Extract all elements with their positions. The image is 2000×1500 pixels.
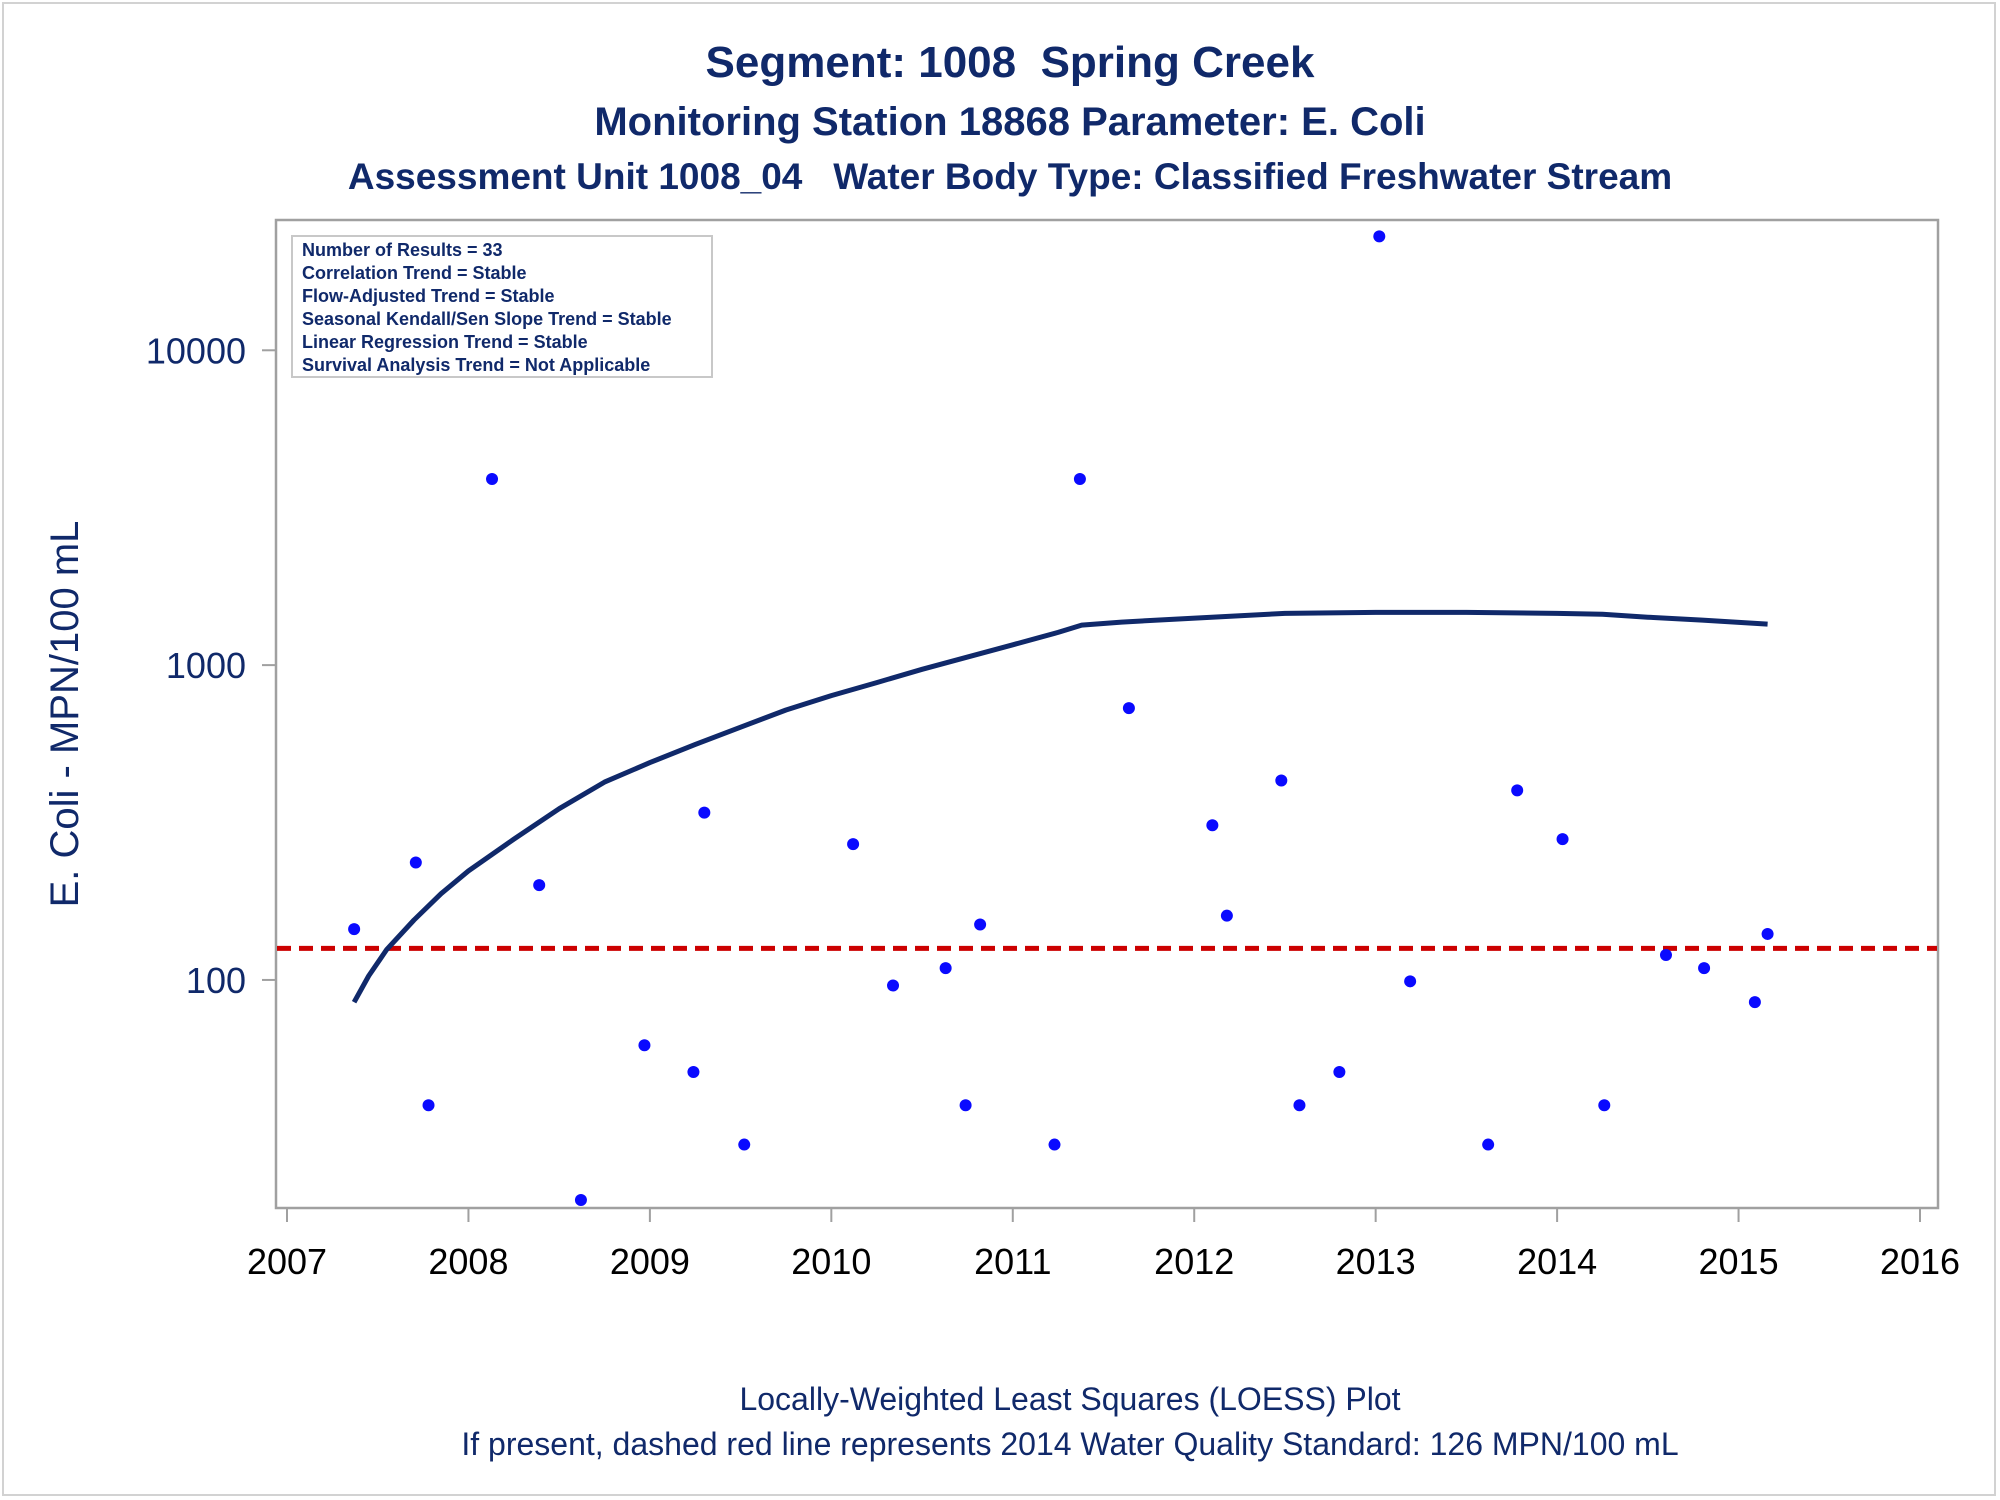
data-point	[1373, 230, 1386, 243]
info-flow-adjusted-trend: Flow-Adjusted Trend = Stable	[302, 286, 555, 306]
data-point	[698, 806, 711, 819]
x-tick-label: 2014	[1517, 1241, 1597, 1282]
x-tick-label: 2011	[974, 1241, 1051, 1282]
y-axis-label: E. Coli - MPN/100 mL	[43, 521, 87, 908]
x-tick-label: 2010	[791, 1241, 871, 1282]
x-tick-label: 2015	[1699, 1241, 1779, 1282]
y-tick-label: 10000	[146, 330, 246, 371]
info-survival-analysis-trend: Survival Analysis Trend = Not Applicable	[302, 355, 650, 375]
chart-marks	[277, 230, 1937, 1206]
x-tick-label: 2012	[1154, 1241, 1234, 1282]
chart-subtitle-assessment: Assessment Unit 1008_04 Water Body Type:…	[347, 156, 1673, 197]
footer-standard-note: If present, dashed red line represents 2…	[461, 1426, 1679, 1462]
data-point	[1206, 819, 1219, 832]
chart-subtitle-station: Monitoring Station 18868 Parameter: E. C…	[594, 100, 1426, 144]
data-point	[1482, 1138, 1495, 1151]
data-point	[409, 856, 422, 869]
info-linear-regression-trend: Linear Regression Trend = Stable	[302, 332, 588, 352]
info-number-of-results: Number of Results = 33	[302, 240, 503, 260]
data-point	[1293, 1099, 1306, 1112]
x-tick-label: 2007	[247, 1241, 327, 1282]
x-tick-label: 2013	[1336, 1241, 1416, 1282]
data-point	[1556, 833, 1569, 846]
y-tick-label: 1000	[166, 645, 246, 686]
footer-plot-type: Locally-Weighted Least Squares (LOESS) P…	[739, 1381, 1401, 1417]
y-tick-label: 100	[186, 960, 246, 1001]
data-point	[1659, 949, 1672, 962]
info-correlation-trend: Correlation Trend = Stable	[302, 263, 527, 283]
data-point	[574, 1194, 587, 1206]
x-tick-label: 2009	[610, 1241, 690, 1282]
data-point	[1598, 1099, 1611, 1112]
loess-line	[351, 609, 1768, 1004]
data-point	[486, 473, 499, 486]
data-point	[1698, 962, 1711, 975]
data-point	[638, 1039, 651, 1052]
data-point	[1748, 996, 1761, 1009]
data-point	[348, 923, 361, 936]
data-point	[1404, 975, 1417, 988]
data-point	[738, 1138, 751, 1151]
data-point	[847, 838, 860, 851]
data-point	[1275, 774, 1288, 787]
data-point	[1333, 1066, 1346, 1079]
data-point	[687, 1066, 700, 1079]
data-point	[959, 1099, 972, 1112]
trend-info-box: Number of Results = 33 Correlation Trend…	[291, 235, 713, 378]
data-point	[1122, 702, 1135, 715]
data-point	[1048, 1138, 1061, 1151]
x-tick-label: 2016	[1880, 1241, 1960, 1282]
chart-title: Segment: 1008 Spring Creek	[705, 38, 1315, 87]
data-point	[1761, 927, 1774, 940]
data-point	[1511, 784, 1524, 797]
data-point	[887, 979, 900, 992]
info-seasonal-kendall-trend: Seasonal Kendall/Sen Slope Trend = Stabl…	[302, 309, 672, 329]
x-tick-label: 2008	[428, 1241, 508, 1282]
data-point	[422, 1099, 435, 1112]
data-point	[1073, 473, 1086, 486]
data-point	[1220, 909, 1233, 922]
data-point	[974, 918, 987, 931]
data-point	[939, 962, 952, 975]
trend-info-box-border	[291, 235, 713, 378]
plot-area	[274, 218, 1940, 1210]
axes: 2007 2008 2009 2010 2011 2012 2013 2014 2015 2016…	[146, 330, 1960, 1282]
data-point	[533, 879, 546, 892]
